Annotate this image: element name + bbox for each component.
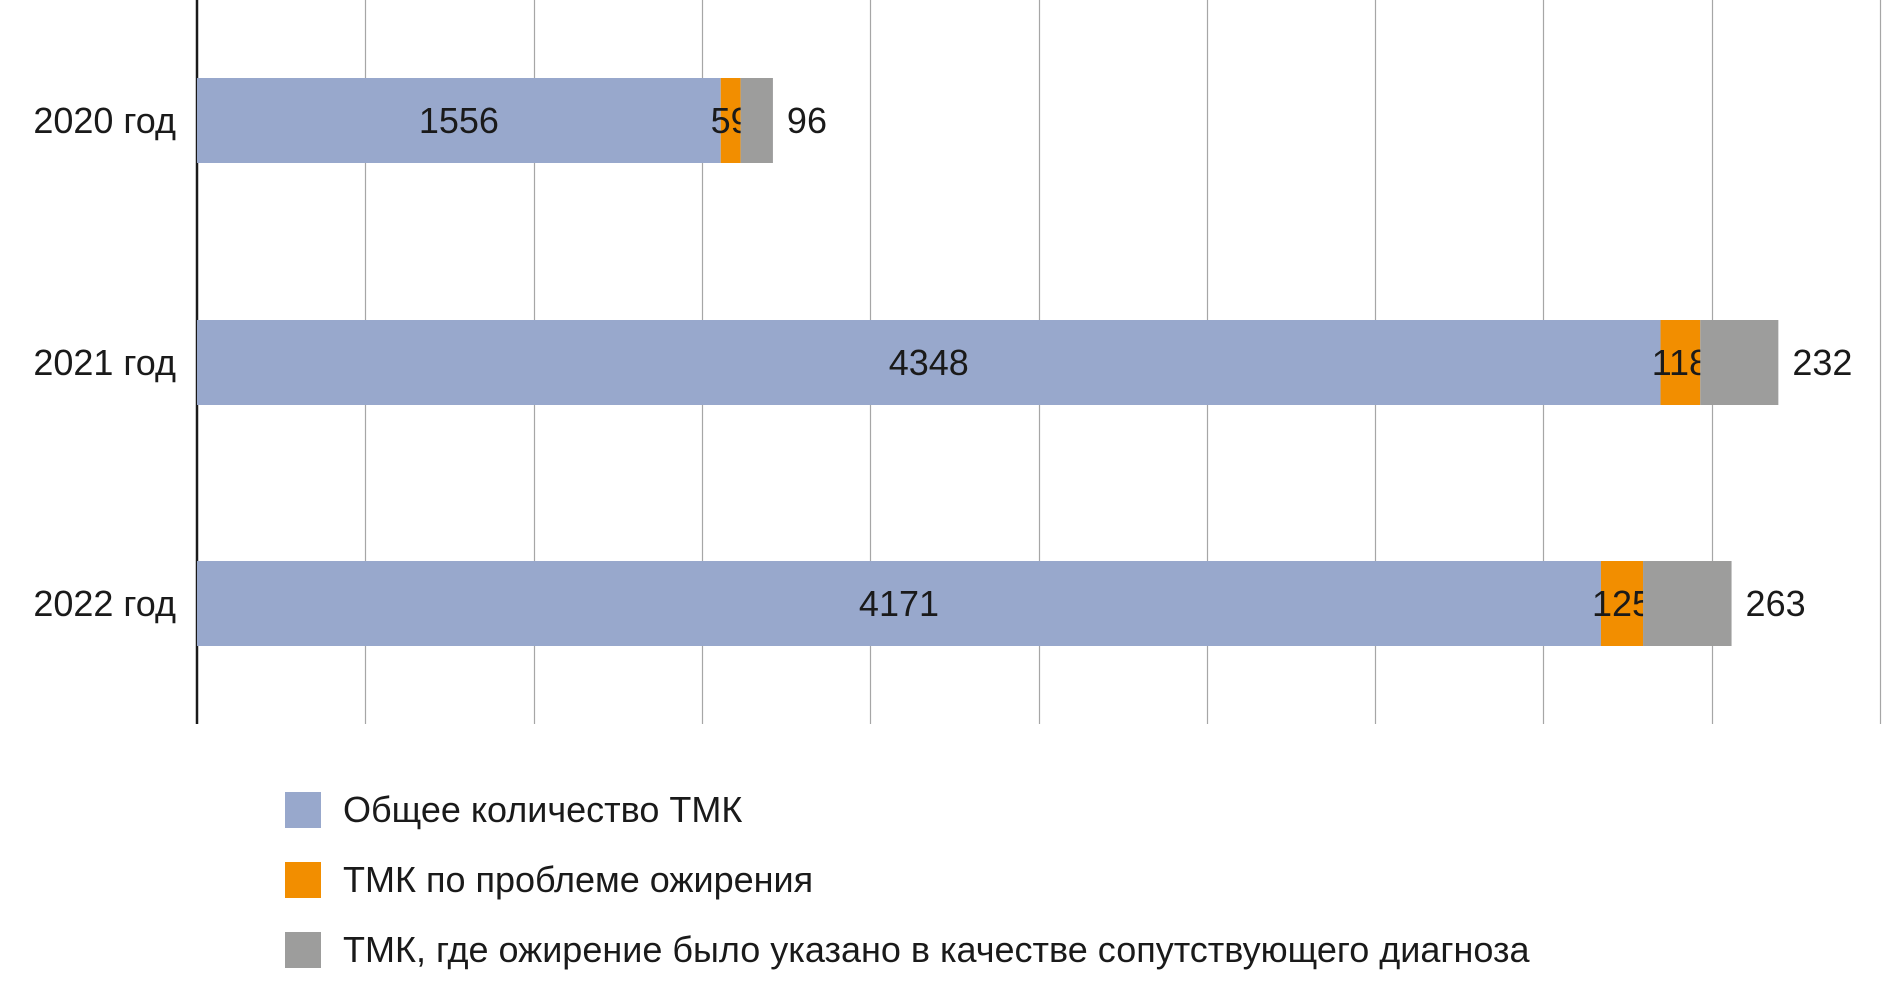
legend-swatch-obesity [285, 862, 321, 898]
legend-swatch-total [285, 792, 321, 828]
data-label-comorbid-2022: 263 [1746, 583, 1806, 624]
bar-total-2020 [197, 78, 721, 163]
legend-label-total: Общее количество ТМК [343, 789, 743, 830]
legend: Общее количество ТМК ТМК по проблеме ожи… [285, 792, 1530, 1002]
bar-comorbid-2022 [1643, 561, 1732, 646]
bar-obesity-2022 [1600, 561, 1644, 646]
bar-comorbid-2020 [740, 78, 773, 163]
data-label-comorbid-2021: 232 [1792, 342, 1852, 383]
legend-label-obesity: ТМК по проблеме ожирения [343, 859, 814, 900]
legend-item-obesity: ТМК по проблеме ожирения [285, 862, 1530, 898]
category-label-2022: 2022 год [33, 583, 176, 624]
legend-swatch-comorbid [285, 932, 321, 968]
data-label-total-2021: 4348 [889, 342, 969, 383]
category-label-2020: 2020 год [33, 100, 176, 141]
data-label-obesity-2021: 118 [1652, 342, 1709, 383]
bar-obesity-2021 [1660, 320, 1701, 405]
bar-total-2021 [197, 320, 1661, 405]
legend-item-total: Общее количество ТМК [285, 792, 1530, 828]
data-label-total-2020: 1556 [419, 100, 499, 141]
data-label-obesity-2022: 125 [1592, 583, 1652, 624]
bar-obesity-2020 [720, 78, 741, 163]
category-label-2021: 2021 год [33, 342, 176, 383]
bar-total-2022 [197, 561, 1601, 646]
data-label-comorbid-2020: 96 [787, 100, 827, 141]
legend-item-comorbid: ТМК, где ожирение было указано в качеств… [285, 932, 1530, 968]
legend-label-comorbid: ТМК, где ожирение было указано в качеств… [343, 929, 1530, 970]
data-label-total-2022: 4171 [859, 583, 939, 624]
bar-comorbid-2021 [1700, 320, 1779, 405]
